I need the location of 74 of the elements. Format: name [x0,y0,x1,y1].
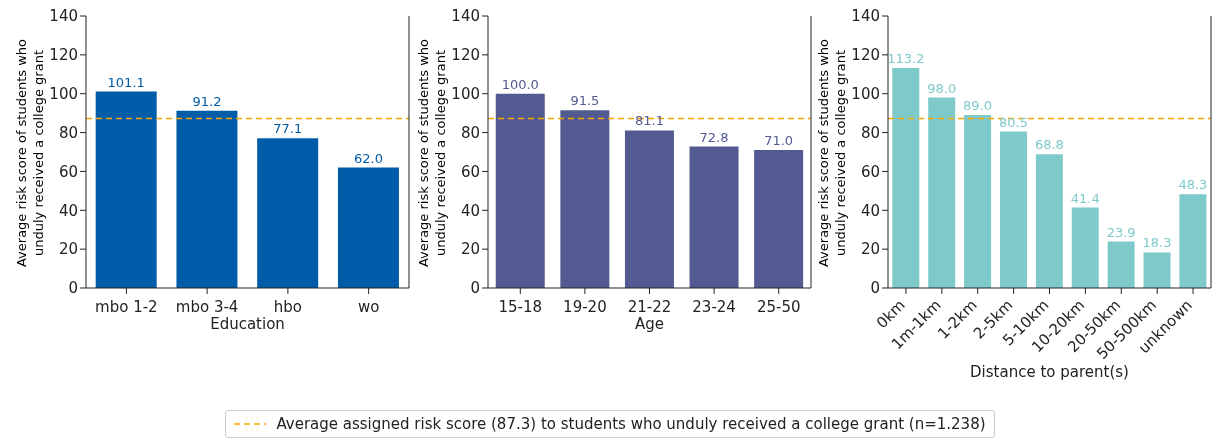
data-label: 100.0 [501,76,539,92]
bar [624,130,674,288]
legend-label: Average assigned risk score (87.3) to students who unduly received a college grant (n=1.238) [276,415,986,433]
data-label: 77.1 [273,121,303,137]
y-axis-title: Average risk score of students who unduly received a college grant [815,37,849,270]
x-tick-label: 23-24 [692,298,736,316]
y-tick-label: 40 [460,201,480,220]
data-label: 62.0 [353,150,383,166]
y-tick-label: 20 [860,240,880,259]
y-tick-label: 80 [58,123,78,142]
bar [95,91,157,288]
y-tick-label: 120 [851,46,880,65]
bar [892,68,920,288]
bar [257,138,319,288]
data-label: 98.0 [927,80,957,96]
y-tick-label: 60 [58,162,78,181]
bar [1179,194,1207,288]
data-label: 71.0 [764,133,794,149]
y-tick-label: 20 [58,240,78,259]
x-tick-label: 19-20 [563,298,607,316]
data-label: 48.3 [1178,177,1208,193]
bar [176,110,238,288]
bar [754,150,804,288]
bar [1071,207,1099,288]
data-label: 68.8 [1034,137,1064,153]
y-tick-label: 60 [860,162,880,181]
x-tick-label: mbo 3-4 [175,298,239,316]
bar [495,93,545,288]
y-tick-label: 120 [451,46,480,65]
data-label: 89.0 [963,98,993,114]
x-axis-title: Education [210,314,285,333]
bar [337,167,399,288]
bar [1035,154,1063,288]
bar [1143,252,1171,288]
y-tick-label: 20 [460,240,480,259]
data-label: 72.8 [699,129,729,145]
y-tick-label: 0 [870,279,880,298]
y-tick-label: 100 [851,85,880,104]
bar [689,146,739,288]
data-label: 91.5 [570,93,600,109]
x-tick-label: 21-22 [627,298,672,316]
bar [560,110,610,288]
data-label: 101.1 [107,74,145,90]
data-label: 80.5 [999,114,1028,130]
x-tick-label: mbo 1-2 [95,298,158,316]
x-tick-label: 15-18 [498,298,543,316]
y-tick-label: 100 [451,85,480,104]
x-axis-title: Age [634,314,665,333]
bar [964,115,992,288]
y-tick-label: 60 [460,162,480,181]
y-tick-label: 80 [460,123,480,142]
y-tick-label: 100 [49,85,78,104]
y-axis-title: Average risk score of students who unduly received a college grant [13,37,47,270]
data-label: 41.4 [1070,190,1100,206]
y-tick-label: 0 [470,279,480,298]
x-tick-label: wo [357,298,380,316]
x-tick-label: 25-50 [756,298,801,316]
y-tick-label: 140 [49,7,78,26]
bar [928,97,956,288]
data-label: 18.3 [1142,235,1172,251]
y-tick-label: 40 [58,201,78,220]
bar [1107,241,1135,288]
bar [999,131,1027,288]
y-tick-label: 140 [451,7,480,26]
y-tick-label: 80 [860,123,880,142]
y-axis-title: Average risk score of students who unduly received a college grant [415,37,449,270]
y-tick-label: 140 [851,7,880,26]
x-tick-label: hbo [273,298,302,316]
x-axis-title: Distance to parent(s) [970,362,1129,381]
y-tick-label: 40 [860,201,880,220]
y-tick-label: 120 [49,46,78,65]
y-tick-label: 0 [68,279,78,298]
data-label: 91.2 [192,93,222,109]
data-label: 23.9 [1106,224,1136,240]
